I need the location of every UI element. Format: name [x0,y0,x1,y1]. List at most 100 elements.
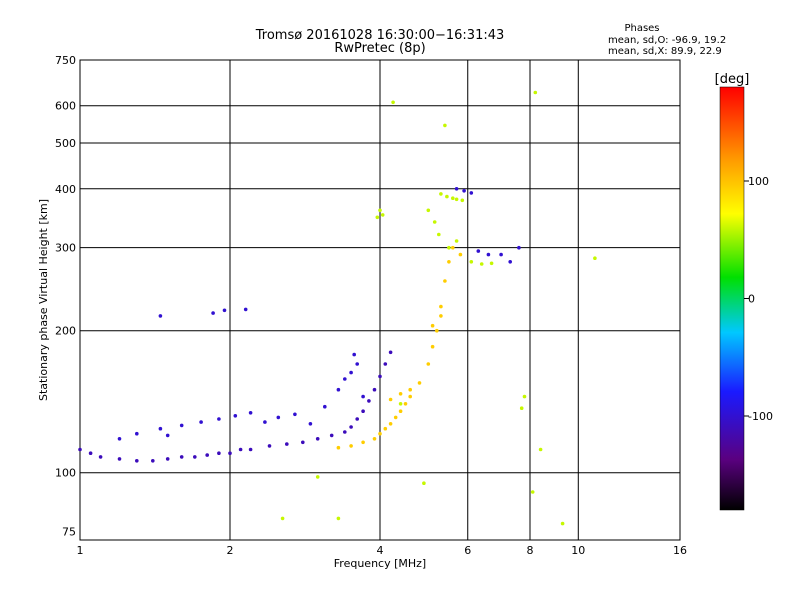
data-point [179,455,184,459]
stats-x-line: mean, sd,X: 89.9, 22.9 [608,46,722,57]
data-point [426,362,431,366]
data-point [383,362,388,366]
data-point [378,208,382,213]
data-point [447,260,451,264]
data-point [469,191,474,195]
data-point [301,440,305,445]
x-axis-label: Frequency [MHz] [334,557,426,570]
data-point [343,430,347,434]
data-point [530,490,535,494]
data-point [522,394,527,399]
data-point [378,431,382,436]
colorbar-label: [deg] [715,72,750,87]
data-point [388,397,393,402]
data-point [439,314,443,318]
y-tick-label: 100 [55,467,76,480]
data-point [426,208,431,213]
data-point [430,323,435,328]
colorbar-ticks: 100 0 -100 [744,175,773,423]
data-point [489,261,494,266]
data-point [361,394,365,399]
data-point [517,245,521,250]
data-point [393,415,398,420]
data-point [217,417,221,421]
y-tick-label: 400 [55,183,76,196]
data-point [243,307,248,312]
data-point [308,422,313,426]
data-point [217,451,221,456]
data-point [439,192,443,196]
data-point [439,304,443,309]
x-tick-label: 1 [77,544,84,557]
data-points [78,90,597,526]
data-point [499,252,503,257]
data-point [293,412,297,417]
data-point [158,426,163,431]
data-point [533,90,538,95]
data-point [417,381,422,385]
data-point [403,402,408,406]
data-point [372,437,377,441]
data-point [462,189,466,193]
data-point [248,411,253,415]
colorbar-tick-label: 100 [748,175,769,188]
data-point [179,423,184,428]
colorbar-tick-label: -100 [748,410,773,423]
data-point [388,350,393,355]
colorbar-tick-label: 0 [748,293,755,306]
y-tick-label: 75 [62,526,76,539]
data-point [135,459,139,463]
x-tick-label: 2 [227,544,234,557]
data-point [447,245,451,250]
data-point [458,252,463,257]
colorbar [719,86,745,511]
data-point [336,387,341,392]
data-point [222,308,227,313]
data-point [88,451,93,456]
data-point [280,516,285,521]
data-point [248,447,253,452]
chart-subtitle: RwPretec (8p) [334,41,425,56]
data-point [430,344,435,349]
data-point [398,409,403,414]
data-point [391,100,395,105]
x-tick-label: 16 [673,544,687,557]
data-point [135,431,139,436]
data-point [193,455,197,459]
data-point [443,123,447,128]
data-point [165,457,170,461]
data-point [233,414,238,418]
data-point [323,404,327,409]
grid-lines [80,60,680,540]
data-point [454,197,459,202]
data-point [165,433,170,438]
data-point [349,370,353,375]
data-point [388,422,393,426]
data-point [205,453,209,457]
x-tick-label: 4 [377,544,384,557]
data-point [367,399,371,403]
data-point [349,444,353,448]
data-point [476,249,481,253]
data-point [560,521,565,526]
data-point [380,213,385,217]
y-axis-label: Stationary phase Virtual Height [km] [37,199,50,401]
data-point [383,426,388,431]
data-point [508,260,512,264]
x-tick-label: 8 [527,544,534,557]
data-point [315,475,320,479]
data-point [355,417,360,421]
x-tick-label: 6 [464,544,471,557]
data-point [98,455,103,459]
data-point [117,437,122,441]
data-point [199,420,203,424]
data-point [486,252,491,257]
data-point [398,402,403,406]
data-point [352,352,357,357]
data-point [432,220,437,224]
data-point [451,196,455,200]
data-point [422,481,426,486]
data-point [315,437,320,441]
data-point [267,444,272,448]
y-tick-label: 500 [55,137,76,150]
